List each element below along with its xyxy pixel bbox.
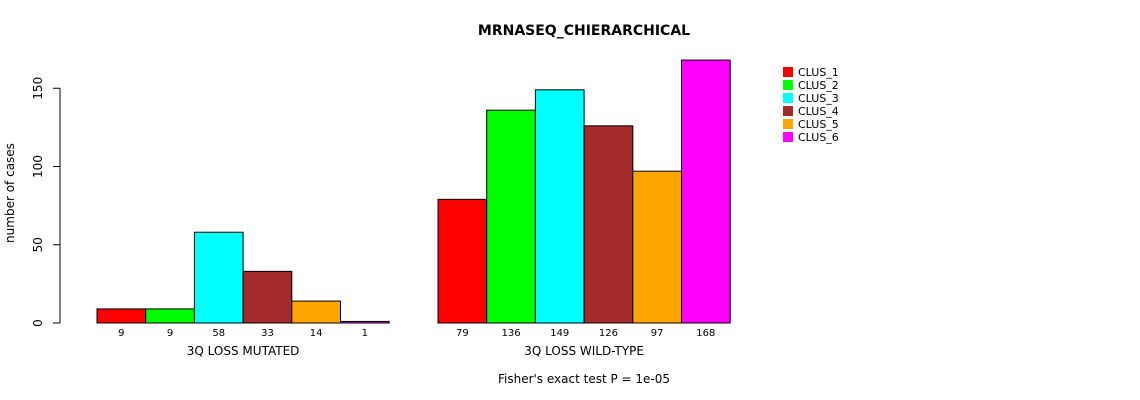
bar-value-label: 97 — [651, 328, 664, 339]
bar-clus-3-group-1 — [193, 231, 244, 324]
legend-swatch — [783, 132, 793, 142]
bar-value-label: 149 — [550, 328, 569, 339]
y-tick-label: 50 — [31, 237, 45, 252]
bar-clus-4-group-1 — [242, 270, 293, 324]
bar-value-label: 126 — [599, 328, 618, 339]
legend-label: CLUS_3 — [798, 92, 839, 105]
legend-swatch — [783, 106, 793, 116]
bar-value-label: 1 — [362, 328, 368, 339]
group-label: 3Q LOSS MUTATED — [187, 344, 300, 358]
y-axis: 0 50 100 150 — [31, 77, 61, 327]
bar-value-label: 58 — [212, 328, 225, 339]
chart-title: MRNASEQ_CHIERARCHICAL — [478, 23, 690, 39]
legend-swatch — [783, 67, 793, 77]
legend-swatch — [783, 93, 793, 103]
bar-value-label: 33 — [261, 328, 274, 339]
bar-value-label: 168 — [696, 328, 715, 339]
bar-clus-1-group-2 — [437, 198, 488, 324]
bars — [96, 59, 731, 324]
group-labels: 3Q LOSS MUTATED 3Q LOSS WILD-TYPE — [187, 344, 644, 358]
fisher-test-footnote: Fisher's exact test P = 1e-05 — [498, 372, 670, 386]
legend-label: CLUS_5 — [798, 118, 839, 131]
y-axis-label: number of cases — [3, 143, 17, 243]
legend-label: CLUS_6 — [798, 131, 839, 144]
bar-clus-3-group-2 — [534, 89, 585, 324]
bar-value-label: 136 — [502, 328, 521, 339]
bar-value-label: 14 — [310, 328, 323, 339]
group-label: 3Q LOSS WILD-TYPE — [524, 344, 644, 358]
legend-label: CLUS_2 — [798, 79, 839, 92]
y-tick-label: 100 — [31, 155, 45, 178]
bar-clus-5-group-1 — [291, 300, 341, 324]
bar-clus-5-group-2 — [632, 170, 682, 324]
bar-clus-2-group-1 — [145, 308, 195, 324]
legend-label: CLUS_1 — [798, 66, 839, 79]
bar-value-label: 9 — [118, 328, 124, 339]
bar-value-labels: 9 9 58 33 14 1 79 136 149 126 97 168 — [118, 328, 715, 339]
bar-value-label: 9 — [167, 328, 173, 339]
bar-value-label: 79 — [456, 328, 469, 339]
y-tick-label: 0 — [31, 319, 45, 327]
bar-clus-4-group-2 — [583, 125, 634, 324]
bar-clus-6-group-2 — [681, 59, 731, 324]
legend-label: CLUS_4 — [798, 105, 839, 118]
bar-clus-2-group-2 — [486, 109, 536, 324]
legend-swatch — [783, 80, 793, 90]
y-tick-label: 150 — [31, 77, 45, 100]
legend-swatch — [783, 119, 793, 129]
bar-clus-6-group-1 — [340, 320, 390, 324]
bar-clus-1-group-1 — [96, 308, 147, 324]
